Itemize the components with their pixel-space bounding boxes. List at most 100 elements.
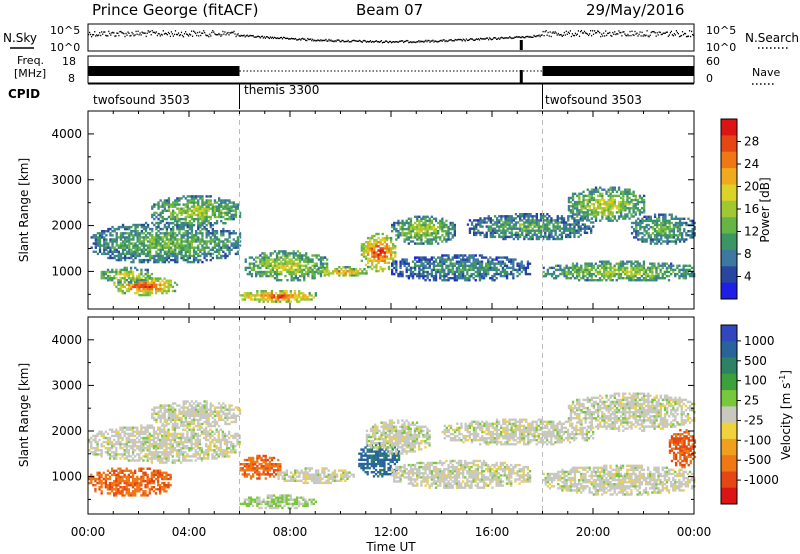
- heatmap-cell: [165, 258, 169, 262]
- heatmap-cell: [575, 277, 579, 280]
- heatmap-cell: [203, 250, 206, 253]
- noise-sample: [291, 37, 293, 40]
- noise-sample: [403, 41, 405, 44]
- heatmap-cell: [578, 270, 581, 274]
- heatmap-cell: [615, 262, 618, 265]
- heatmap-cell: [582, 270, 585, 274]
- noise-sample: [644, 35, 646, 37]
- heatmap-cell: [482, 277, 486, 280]
- heatmap-cell: [668, 225, 671, 229]
- heatmap-cell: [138, 258, 141, 262]
- heatmap-cell: [674, 217, 678, 220]
- heatmap-cell: [521, 215, 524, 218]
- heatmap-cell: [478, 262, 482, 265]
- heatmap-cell: [199, 205, 202, 208]
- noise-sample: [485, 37, 488, 39]
- heatmap-cell: [244, 266, 247, 270]
- heatmap-cell: [644, 279, 648, 282]
- heatmap-cell: [504, 233, 507, 237]
- heatmap-cell: [409, 227, 413, 231]
- heatmap-cell: [109, 270, 112, 274]
- heatmap-cell: [480, 272, 484, 276]
- noise-sample: [333, 40, 335, 43]
- heatmap-cell: [209, 215, 212, 219]
- heatmap-cell: [439, 270, 442, 274]
- heatmap-cell: [441, 266, 444, 270]
- heatmap-cell: [550, 231, 553, 234]
- heatmap-cell: [236, 203, 240, 206]
- heatmap-cell: [447, 256, 450, 259]
- heatmap-cell: [493, 223, 497, 226]
- heatmap-cell: [473, 231, 476, 234]
- heatmap-cell: [123, 270, 126, 274]
- heatmap-cell: [157, 242, 160, 245]
- heatmap-cell: [407, 225, 410, 229]
- noise-sample: [130, 34, 132, 37]
- heatmap-cell: [109, 227, 112, 231]
- heatmap-cell: [186, 205, 189, 208]
- heatmap-cell: [464, 264, 467, 267]
- heatmap-cell: [199, 217, 202, 221]
- heatmap-cell: [186, 203, 189, 206]
- heatmap-cell: [325, 270, 328, 273]
- noise-sample: [662, 32, 664, 34]
- heatmap-cell: [519, 227, 522, 230]
- heatmap-cell: [636, 272, 639, 276]
- heatmap-cell: [144, 236, 148, 239]
- heatmap-cell: [387, 236, 391, 240]
- heatmap-cell: [483, 235, 486, 239]
- noise-sample: [569, 30, 571, 32]
- heatmap-cell: [249, 294, 253, 297]
- heatmap-cell: [681, 221, 684, 225]
- heatmap-cell: [256, 298, 259, 301]
- heatmap-cell: [222, 215, 225, 219]
- heatmap-cell: [607, 266, 610, 270]
- heatmap-cell: [556, 227, 559, 230]
- heatmap-cell: [578, 213, 581, 216]
- heatmap-cell: [565, 270, 568, 274]
- noise-sample: [310, 38, 312, 40]
- noise-sample: [355, 40, 357, 42]
- heatmap-cell: [390, 253, 393, 256]
- heatmap-cell: [201, 217, 204, 221]
- heatmap-cell: [138, 293, 141, 297]
- heatmap-cell: [598, 270, 602, 274]
- heatmap-cell: [622, 196, 625, 200]
- heatmap-cell: [624, 188, 627, 191]
- heatmap-cell: [649, 279, 652, 282]
- heatmap-cell: [565, 223, 568, 226]
- noise-sample: [478, 39, 481, 41]
- heatmap-cell: [482, 256, 486, 259]
- heatmap-cell: [304, 294, 307, 297]
- noise-sample: [594, 30, 596, 32]
- noise-sample: [682, 34, 685, 36]
- heatmap-cell: [184, 209, 187, 212]
- heatmap-cell: [597, 194, 600, 198]
- heatmap-cell: [172, 230, 175, 233]
- heatmap-cell: [445, 258, 448, 261]
- heatmap-cell: [294, 274, 297, 278]
- heatmap-cell: [375, 238, 378, 242]
- heatmap-cell: [670, 234, 673, 237]
- heatmap-cell: [266, 292, 269, 295]
- heatmap-cell: [203, 213, 206, 217]
- heatmap-cell: [321, 264, 325, 267]
- heatmap-cell: [138, 246, 141, 249]
- heatmap-cell: [485, 266, 488, 270]
- heatmap-cell: [271, 258, 274, 261]
- heatmap-cell: [172, 250, 175, 253]
- heatmap-cell: [295, 294, 299, 297]
- heatmap-cell: [178, 244, 181, 247]
- heatmap-cell: [590, 266, 593, 270]
- heatmap-cell: [94, 242, 97, 245]
- heatmap-cell: [234, 244, 237, 247]
- heatmap-cell: [619, 266, 623, 270]
- heatmap-cell: [464, 274, 467, 278]
- heatmap-cell: [664, 232, 667, 235]
- heatmap-cell: [220, 215, 223, 219]
- heatmap-cell: [213, 246, 217, 249]
- heatmap-cell: [649, 219, 652, 223]
- heatmap-cell: [155, 232, 158, 235]
- heatmap-cell: [127, 289, 131, 293]
- heatmap-cell: [626, 192, 629, 195]
